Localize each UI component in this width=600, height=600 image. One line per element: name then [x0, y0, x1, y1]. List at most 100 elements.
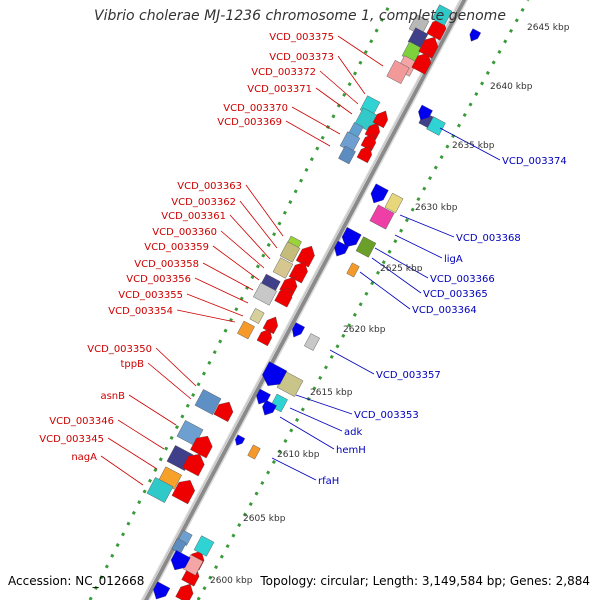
- map-title: Vibrio cholerae MJ-1236 chromosome 1, co…: [94, 8, 506, 24]
- reverse-arrow: [262, 361, 288, 386]
- forward-gene-label: VCD_003359: [144, 242, 209, 253]
- forward-gene-label: VCD_003346: [49, 416, 114, 427]
- reverse-gene-label: VCD_003353: [354, 410, 419, 421]
- reverse-arrow: [469, 28, 481, 42]
- gene-box: [346, 262, 360, 278]
- forward-gene-label: VCD_003375: [269, 32, 334, 43]
- forward-gene-label: tppB: [121, 359, 145, 370]
- backbone-layer: [140, 0, 469, 600]
- forward-gene-label: VCD_003371: [247, 84, 312, 95]
- forward-gene-label: VCD_003369: [217, 117, 282, 128]
- forward-gene-label: VCD_003363: [177, 181, 242, 192]
- forward-arrow: [274, 287, 293, 308]
- forward-gene-label: VCD_003373: [269, 52, 334, 63]
- forward-label-line: [245, 184, 284, 237]
- reverse-label-line: [289, 407, 343, 432]
- forward-label-line: [202, 262, 254, 291]
- forward-gene-label: VCD_003361: [161, 211, 226, 222]
- reverse-arrow: [262, 399, 277, 416]
- scale-tick-label: 2640 kbp: [490, 82, 533, 92]
- forward-arrow: [295, 245, 315, 268]
- scale-tick-label: 2610 kbp: [277, 450, 320, 460]
- gene-box: [431, 4, 453, 26]
- reverse-label-line: [359, 271, 411, 310]
- scale-tick-label: 2600 kbp: [210, 576, 253, 586]
- forward-label-line: [107, 437, 158, 470]
- gene-box: [194, 389, 222, 415]
- reverse-arrow: [334, 240, 349, 257]
- topology-text: Topology: circular; Length: 3,149,584 bp…: [260, 574, 590, 588]
- forward-gene-label: VCD_003358: [134, 259, 199, 270]
- gene-box: [304, 333, 320, 351]
- gene-box: [272, 257, 294, 279]
- reverse-arrow: [170, 550, 191, 571]
- forward-arrow: [190, 436, 213, 459]
- reverse-arrow: [370, 183, 389, 204]
- forward-arrow: [171, 480, 195, 505]
- forward-label-line: [100, 455, 144, 486]
- forward-label-line: [315, 87, 353, 115]
- gene-box: [193, 535, 215, 557]
- reverse-gene-label: rfaH: [318, 476, 339, 487]
- reverse-gene-label: hemH: [336, 445, 366, 456]
- backbone-line: [142, 0, 467, 600]
- gene-box: [146, 477, 174, 503]
- forward-gene-label: VCD_003372: [251, 67, 316, 78]
- forward-label-line: [229, 214, 271, 260]
- reverse-label-line: [374, 247, 429, 279]
- scale-tick-label: 2620 kbp: [343, 325, 386, 335]
- scale-tick-label: 2645 kbp: [527, 23, 570, 33]
- reverse-arrow: [292, 322, 305, 338]
- scale-tick-label: 2615 kbp: [310, 388, 353, 398]
- reverse-label-line: [295, 394, 353, 415]
- forward-gene-label: asnB: [100, 391, 125, 402]
- reverse-gene-label: VCD_003374: [502, 156, 567, 167]
- gene-box: [249, 308, 265, 324]
- forward-gene-label: VCD_003370: [223, 103, 288, 114]
- reverse-arrow: [256, 388, 271, 405]
- forward-arrow: [356, 145, 372, 164]
- forward-gene-label: VCD_003356: [126, 274, 191, 285]
- gene-box: [386, 60, 410, 84]
- label-lines-layer: [100, 35, 501, 486]
- forward-label-line: [194, 277, 249, 304]
- forward-label-line: [128, 394, 177, 426]
- reverse-arrow: [235, 434, 246, 446]
- reverse-arrow: [153, 581, 171, 600]
- forward-label-line: [239, 200, 278, 249]
- reverse-gene-label: adk: [344, 427, 362, 438]
- forward-gene-label: VCD_003355: [118, 290, 183, 301]
- reverse-label-line: [394, 234, 443, 259]
- gene-box: [279, 241, 301, 263]
- forward-arrow: [182, 454, 205, 477]
- forward-gene-label: nagA: [71, 452, 97, 463]
- reverse-gene-label: VCD_003366: [430, 274, 495, 285]
- forward-gene-label: VCD_003362: [171, 197, 236, 208]
- gene-box: [384, 192, 404, 214]
- forward-gene-label: VCD_003350: [87, 344, 152, 355]
- forward-label-line: [155, 347, 197, 387]
- gene-box: [338, 145, 356, 165]
- gene-box: [355, 236, 377, 258]
- scale-tick-label: 2625 kbp: [380, 264, 423, 274]
- forward-arrow: [175, 583, 194, 600]
- reverse-arrow: [341, 227, 362, 248]
- forward-arrow: [418, 36, 439, 59]
- reverse-label-line: [399, 214, 455, 238]
- forward-label-line: [337, 35, 384, 67]
- backbone-highlight: [142, 0, 463, 600]
- accession-text: Accession: NC_012668: [8, 574, 145, 588]
- reverse-gene-label: ligA: [444, 254, 463, 265]
- scale-tick-label: 2630 kbp: [415, 203, 458, 213]
- reverse-gene-label: VCD_003368: [456, 233, 521, 244]
- forward-gene-label: VCD_003345: [39, 434, 104, 445]
- forward-label-line: [176, 309, 236, 323]
- scale-tick-label: 2635 kbp: [452, 141, 495, 151]
- forward-label-line: [220, 230, 265, 269]
- forward-label-line: [285, 120, 331, 147]
- features-layer: [146, 4, 481, 600]
- gene-box: [253, 282, 277, 306]
- forward-arrow: [411, 52, 432, 75]
